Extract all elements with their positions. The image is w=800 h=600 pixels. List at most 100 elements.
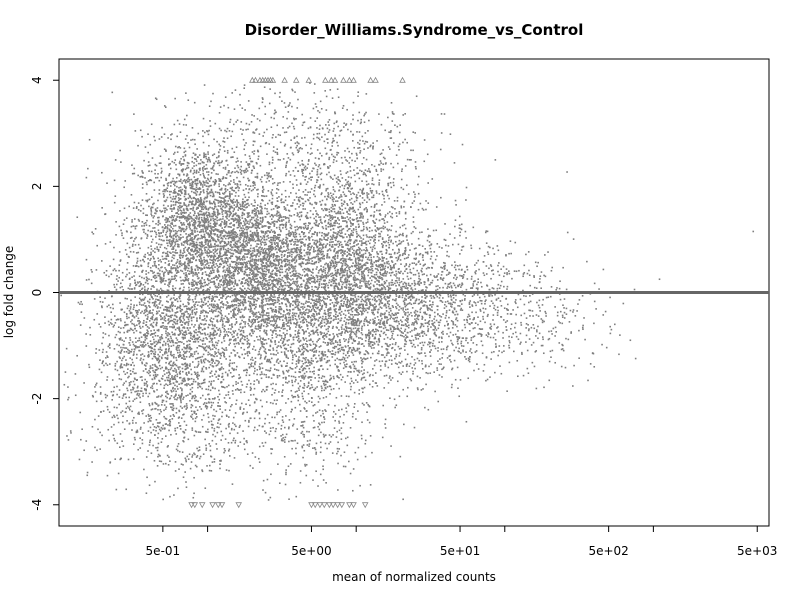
data-point [183, 378, 186, 381]
data-point [304, 309, 307, 312]
data-point [264, 249, 267, 252]
data-point [332, 200, 335, 203]
data-point [150, 248, 153, 250]
data-point [260, 285, 263, 288]
data-point [251, 160, 254, 163]
data-point [147, 282, 149, 285]
data-point [227, 249, 229, 252]
data-point [221, 197, 223, 199]
data-point [205, 449, 208, 451]
data-point [202, 262, 204, 265]
data-point [144, 256, 146, 258]
data-point [234, 295, 237, 297]
data-point [227, 234, 230, 237]
data-point [146, 200, 149, 203]
data-point [138, 220, 141, 222]
data-point [201, 186, 204, 188]
data-point [191, 390, 194, 393]
data-point [176, 212, 178, 214]
data-point [198, 287, 200, 290]
data-point [190, 257, 192, 260]
data-point [237, 189, 240, 192]
data-point [214, 351, 216, 353]
data-point [197, 352, 199, 355]
data-point [114, 368, 117, 371]
data-point [237, 239, 240, 242]
data-point [186, 346, 189, 348]
data-point [237, 268, 240, 271]
data-point [242, 198, 244, 201]
data-point [203, 347, 206, 350]
data-point [186, 327, 189, 329]
data-point [182, 236, 184, 238]
data-point [158, 303, 161, 305]
data-point [200, 408, 203, 410]
data-point [168, 422, 171, 425]
data-point [246, 206, 248, 208]
data-point [126, 307, 129, 310]
data-point [281, 342, 284, 345]
data-point [197, 188, 199, 190]
data-point [113, 348, 116, 350]
data-point [157, 455, 159, 458]
data-point [174, 305, 176, 308]
data-point [189, 327, 191, 329]
data-point [200, 323, 203, 326]
data-point [173, 326, 175, 329]
data-point [175, 448, 178, 451]
data-point [168, 283, 171, 285]
data-point [174, 224, 177, 227]
data-point [196, 266, 199, 268]
data-point [150, 251, 152, 254]
data-point [157, 248, 160, 251]
data-point [276, 297, 279, 299]
data-point [120, 364, 122, 367]
data-point [143, 382, 146, 385]
data-point [173, 234, 176, 236]
data-point [207, 393, 209, 396]
data-point [135, 207, 138, 210]
data-point [286, 237, 289, 240]
data-point [128, 278, 131, 280]
data-point [135, 397, 138, 400]
data-point [175, 315, 178, 318]
data-point [223, 193, 225, 195]
data-point [159, 235, 161, 238]
data-point [208, 254, 211, 257]
data-point [169, 239, 171, 241]
data-point [194, 230, 196, 232]
data-point [289, 252, 291, 254]
data-point [235, 299, 238, 302]
data-point [190, 281, 193, 284]
data-point [267, 288, 270, 291]
data-point [118, 373, 120, 376]
data-point [178, 410, 181, 413]
data-point [145, 321, 148, 323]
data-point [153, 227, 156, 229]
data-point [188, 261, 191, 264]
data-point [164, 417, 167, 420]
data-point [203, 327, 206, 330]
data-point [208, 360, 210, 363]
data-point [271, 201, 274, 204]
data-point [218, 251, 221, 254]
data-point [178, 236, 180, 238]
data-point [171, 267, 174, 270]
data-point [168, 282, 170, 284]
data-point [146, 318, 149, 320]
data-point [186, 384, 188, 387]
data-point [224, 271, 227, 273]
data-point [166, 226, 169, 228]
data-point [242, 176, 245, 179]
data-point [179, 251, 182, 253]
data-point [224, 185, 227, 187]
data-point [209, 331, 212, 334]
data-point [231, 404, 233, 406]
data-point [161, 326, 163, 328]
data-point [154, 294, 157, 297]
data-point [225, 331, 228, 333]
data-point [191, 404, 194, 407]
data-point [163, 409, 165, 412]
data-point [156, 312, 159, 314]
data-point [154, 236, 157, 238]
